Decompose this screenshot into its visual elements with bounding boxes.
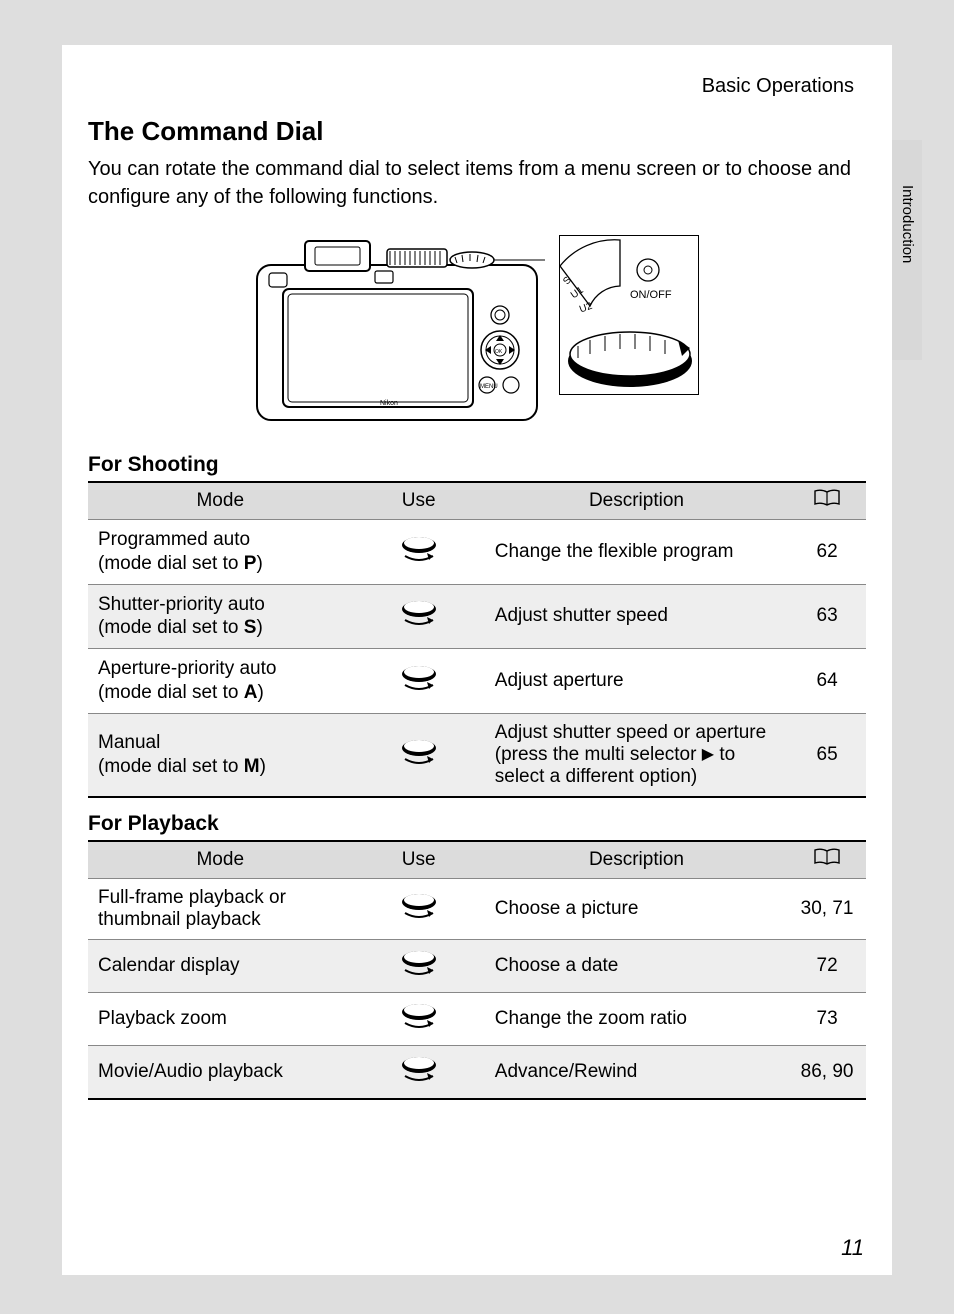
table-row: Programmed auto(mode dial set to P) Chang…	[88, 520, 866, 585]
page-number: 11	[841, 1235, 864, 1261]
page-ref-cell: 72	[788, 939, 866, 992]
section-shooting-title: For Shooting	[88, 453, 866, 477]
onoff-label: ON/OFF	[630, 289, 672, 301]
page-ref-cell: 62	[788, 520, 866, 585]
th-description: Description	[485, 482, 788, 520]
th-description: Description	[485, 841, 788, 879]
command-dial-icon	[397, 948, 441, 978]
th-use: Use	[353, 482, 485, 520]
th-mode: Mode	[88, 841, 353, 879]
table-row: Manual(mode dial set to M) Adjust shutter…	[88, 713, 866, 797]
description-cell: Change the zoom ratio	[485, 992, 788, 1045]
svg-text:MENU: MENU	[480, 384, 498, 390]
mode-cell: Movie/Audio playback	[88, 1045, 353, 1099]
mode-cell: Programmed auto(mode dial set to P)	[98, 528, 343, 576]
description-cell: Adjust shutter speed	[485, 584, 788, 649]
page-ref-cell: 73	[788, 992, 866, 1045]
svg-text:OK: OK	[495, 349, 503, 355]
page-ref-cell: 64	[788, 649, 866, 714]
dial-closeup: S U1 U2 ON/OFF	[559, 235, 699, 395]
command-dial-icon	[397, 1001, 441, 1031]
mode-cell: Manual(mode dial set to M)	[98, 731, 343, 779]
mode-cell: Calendar display	[88, 939, 353, 992]
description-cell: Adjust shutter speed or aperture (press …	[485, 713, 788, 797]
side-tab-label: Introduction	[899, 185, 916, 263]
shooting-table: Mode Use Description Programmed auto(mod…	[88, 481, 866, 798]
command-dial-icon	[397, 891, 441, 921]
playback-table: Mode Use Description Full-frame playback…	[88, 840, 866, 1100]
right-triangle-icon: ▶	[702, 744, 714, 764]
mode-cell: Shutter-priority auto(mode dial set to S…	[98, 593, 343, 641]
command-dial-icon	[397, 663, 441, 693]
mode-cell: Aperture-priority auto(mode dial set to …	[98, 657, 343, 705]
mode-cell: Playback zoom	[88, 992, 353, 1045]
description-cell: Change the flexible program	[485, 520, 788, 585]
camera-illustration: Nikon OK MENU	[255, 235, 545, 425]
page-ref-cell: 30, 71	[788, 878, 866, 939]
illustration-row: Nikon OK MENU S U1 U2 ON/OF	[88, 235, 866, 425]
description-cell: Advance/Rewind	[485, 1045, 788, 1099]
table-row: Movie/Audio playback Advance/Rewind86, 90	[88, 1045, 866, 1099]
command-dial-icon	[397, 737, 441, 767]
page-ref-cell: 86, 90	[788, 1045, 866, 1099]
page-title: The Command Dial	[88, 116, 866, 147]
table-row: Playback zoom Change the zoom ratio73	[88, 992, 866, 1045]
page-container: Introduction Basic Operations The Comman…	[62, 45, 892, 1275]
th-mode: Mode	[88, 482, 353, 520]
page-ref-cell: 65	[788, 713, 866, 797]
table-row: Full-frame playback or thumbnail playbac…	[88, 878, 866, 939]
table-row: Aperture-priority auto(mode dial set to …	[88, 649, 866, 714]
th-page-ref	[788, 841, 866, 879]
book-icon	[814, 491, 840, 512]
intro-paragraph: You can rotate the command dial to selec…	[88, 155, 866, 211]
description-cell: Choose a date	[485, 939, 788, 992]
command-dial-icon	[397, 1054, 441, 1084]
table-row: Calendar display Choose a date72	[88, 939, 866, 992]
command-dial-icon	[397, 598, 441, 628]
table-row: Shutter-priority auto(mode dial set to S…	[88, 584, 866, 649]
side-tab: Introduction	[892, 140, 922, 360]
page-ref-cell: 63	[788, 584, 866, 649]
svg-text:Nikon: Nikon	[380, 400, 398, 407]
section-playback-title: For Playback	[88, 812, 866, 836]
book-icon	[814, 850, 840, 871]
th-page-ref	[788, 482, 866, 520]
header-section-label: Basic Operations	[88, 75, 866, 98]
description-cell: Adjust aperture	[485, 649, 788, 714]
th-use: Use	[353, 841, 485, 879]
description-cell: Choose a picture	[485, 878, 788, 939]
mode-cell: Full-frame playback or thumbnail playbac…	[88, 878, 353, 939]
command-dial-icon	[397, 534, 441, 564]
